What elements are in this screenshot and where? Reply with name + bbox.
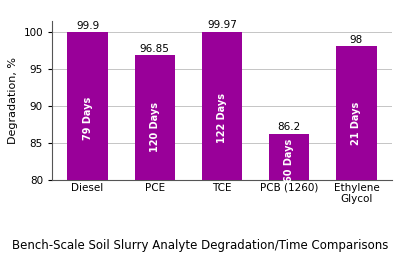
Text: 99.9: 99.9: [76, 21, 99, 31]
Bar: [135, 55, 175, 180]
Text: 96.85: 96.85: [140, 43, 170, 53]
Text: Bench-Scale Soil Slurry Analyte Degradation/Time Comparisons: Bench-Scale Soil Slurry Analyte Degradat…: [12, 239, 388, 252]
Text: 21 Days: 21 Days: [351, 102, 361, 145]
Text: 86.2: 86.2: [278, 123, 301, 132]
Text: 99.97: 99.97: [207, 20, 237, 30]
Bar: [269, 134, 309, 180]
Text: 79 Days: 79 Days: [83, 96, 93, 140]
Y-axis label: Degradation, %: Degradation, %: [8, 57, 18, 144]
Text: 98: 98: [350, 35, 363, 45]
Bar: [202, 32, 242, 180]
Text: 122 Days: 122 Days: [217, 93, 227, 143]
Bar: [68, 32, 108, 180]
Text: 120 Days: 120 Days: [150, 103, 160, 152]
Text: 60 Days: 60 Days: [284, 139, 294, 182]
Bar: [336, 47, 376, 180]
